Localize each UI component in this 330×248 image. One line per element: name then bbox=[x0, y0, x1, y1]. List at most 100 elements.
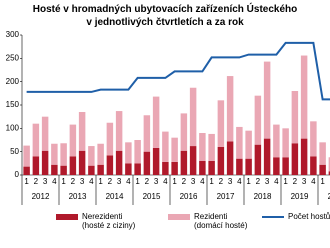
legend-item: Počet hostů bbox=[262, 212, 330, 221]
x-tick-label: 3 bbox=[154, 177, 159, 186]
bar bbox=[180, 150, 188, 175]
legend-swatch bbox=[168, 214, 190, 220]
bar bbox=[189, 87, 197, 147]
bar bbox=[217, 147, 225, 175]
bar bbox=[328, 171, 330, 175]
bar bbox=[254, 95, 262, 145]
x-tick-label: 2 bbox=[34, 177, 39, 186]
year-label: 2012 bbox=[32, 192, 50, 201]
legend-label: Počet hostů bbox=[288, 212, 330, 221]
x-tick-label: 3 bbox=[80, 177, 85, 186]
bar bbox=[273, 157, 280, 175]
bar bbox=[60, 143, 67, 166]
bar bbox=[23, 166, 30, 175]
bar bbox=[245, 130, 252, 159]
bar bbox=[41, 116, 49, 151]
x-tick-label: 4 bbox=[163, 177, 168, 186]
bar bbox=[226, 76, 234, 142]
x-tick-label: 3 bbox=[43, 177, 48, 186]
x-tick-label: 2 bbox=[219, 177, 224, 186]
x-tick-label: 4 bbox=[274, 177, 279, 186]
bar bbox=[199, 161, 206, 175]
x-tick-label: 2 bbox=[182, 177, 187, 186]
year-label: 2017 bbox=[217, 192, 235, 201]
x-tick-label: 4 bbox=[52, 177, 57, 186]
bar bbox=[78, 112, 86, 151]
bar bbox=[41, 150, 49, 175]
x-tick-label: 3 bbox=[228, 177, 233, 186]
bar bbox=[162, 131, 169, 162]
x-tick-label: 4 bbox=[89, 177, 94, 186]
year-label: 2014 bbox=[106, 192, 124, 201]
x-tick-label: 4 bbox=[237, 177, 242, 186]
bar bbox=[88, 165, 95, 175]
x-tick-label: 3 bbox=[117, 177, 122, 186]
bar bbox=[226, 141, 234, 175]
bar bbox=[273, 124, 280, 158]
bar bbox=[32, 123, 40, 157]
bar bbox=[88, 146, 95, 166]
bar bbox=[23, 145, 30, 167]
x-tick-label: 1 bbox=[135, 177, 140, 186]
bar bbox=[143, 115, 151, 152]
bar bbox=[319, 142, 326, 165]
bar bbox=[51, 164, 58, 175]
bar bbox=[263, 138, 271, 175]
year-label: 2016 bbox=[180, 192, 198, 201]
y-tick-label: 300 bbox=[6, 30, 20, 39]
legend-swatch bbox=[262, 216, 284, 218]
bar bbox=[236, 126, 243, 159]
x-tick-label: 2 bbox=[256, 177, 261, 186]
bar bbox=[97, 164, 104, 175]
bar bbox=[291, 143, 299, 175]
bar bbox=[115, 150, 123, 175]
bar bbox=[134, 140, 141, 164]
bar bbox=[171, 137, 178, 162]
bar bbox=[69, 156, 77, 175]
bar bbox=[208, 133, 215, 161]
year-label: 2015 bbox=[143, 192, 161, 201]
x-tick-label: 4 bbox=[126, 177, 131, 186]
bar bbox=[106, 122, 114, 156]
bar bbox=[125, 163, 132, 175]
x-tick-label: 3 bbox=[302, 177, 307, 186]
line bbox=[26, 41, 330, 101]
bar bbox=[125, 142, 132, 164]
x-tick-label: 1 bbox=[320, 177, 325, 186]
bar bbox=[300, 55, 308, 139]
bar bbox=[189, 146, 197, 175]
year-label: 2018 bbox=[254, 192, 272, 201]
y-tick-label: 50 bbox=[10, 147, 19, 156]
x-tick-label: 1 bbox=[61, 177, 66, 186]
bar bbox=[180, 113, 188, 151]
bar bbox=[171, 161, 178, 175]
bar bbox=[143, 151, 151, 175]
bar bbox=[282, 128, 289, 158]
x-tick-label: 4 bbox=[311, 177, 316, 186]
bar bbox=[328, 157, 330, 172]
y-tick-label: 100 bbox=[6, 123, 20, 132]
bar bbox=[152, 96, 160, 148]
x-tick-label: 1 bbox=[172, 177, 177, 186]
y-tick-label: 150 bbox=[6, 100, 20, 109]
x-tick-label: 1 bbox=[209, 177, 214, 186]
legend-label: Rezidenti (domácí hosté) bbox=[194, 212, 248, 230]
bar bbox=[162, 161, 169, 175]
bar bbox=[115, 111, 123, 151]
bar bbox=[60, 165, 67, 175]
bar bbox=[263, 61, 271, 139]
chart-subtitle: v jednotlivých čtvrtletích a za rok bbox=[86, 17, 244, 28]
bar bbox=[106, 155, 114, 175]
y-tick-label: 200 bbox=[6, 77, 20, 86]
bar bbox=[282, 157, 289, 175]
x-tick-label: 3 bbox=[191, 177, 196, 186]
x-tick-label: 2 bbox=[71, 177, 76, 186]
year-label: 2020 bbox=[328, 192, 330, 201]
year-label: 2019 bbox=[291, 192, 309, 201]
bar bbox=[199, 133, 206, 161]
bar bbox=[319, 164, 326, 175]
legend-item: Rezidenti (domácí hosté) bbox=[168, 212, 256, 230]
bar bbox=[310, 156, 317, 175]
legend-swatch bbox=[56, 214, 78, 220]
